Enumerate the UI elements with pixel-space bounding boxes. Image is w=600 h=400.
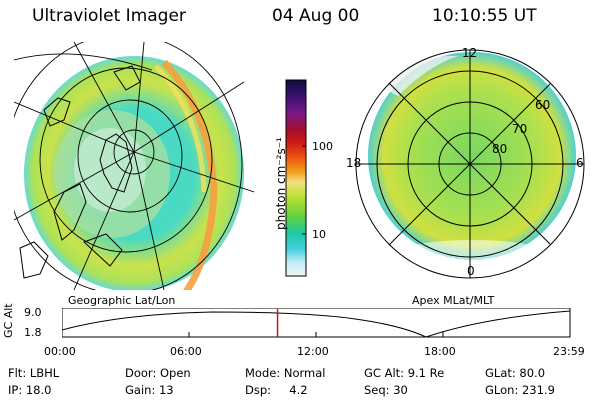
mlat-label-70: 70: [512, 122, 528, 136]
info-glon: GLon: 231.9: [485, 383, 555, 397]
info-seq: Seq: 30: [364, 383, 408, 397]
instrument-title: Ultraviolet Imager: [32, 6, 186, 26]
timeline-ytick-low: 1.8: [24, 326, 42, 339]
mlat-label-80: 80: [492, 142, 508, 156]
timeline-xtick-1200: 12:00: [297, 345, 329, 358]
mlt-label-0: 0: [467, 264, 475, 278]
colorbar-tick-100: 100: [312, 140, 333, 153]
timeline-xtick-2359: 23:59: [553, 345, 585, 358]
info-glat: GLat: 80.0: [485, 366, 546, 380]
mlt-label-12: 12: [462, 46, 478, 60]
info-mode: Mode: Normal: [245, 366, 326, 380]
mlat-label-60: 60: [535, 98, 551, 112]
mlt-label-18: 18: [346, 156, 362, 170]
geographic-panel-label: Geographic Lat/Lon: [68, 294, 176, 307]
colorbar: [285, 79, 307, 277]
info-gain: Gain: 13: [125, 383, 174, 397]
colorbar-tick-10: 10: [312, 228, 326, 241]
polar-image: [355, 49, 585, 279]
observation-time: 10:10:55 UT: [432, 6, 537, 26]
timeline-ylabel: GC Alt: [2, 303, 15, 338]
info-gc-alt: GC Alt: 9.1 Re: [364, 366, 445, 380]
geographic-image: [14, 42, 254, 290]
colorbar-label: photon cm⁻²s⁻¹: [274, 137, 288, 230]
timeline-xtick-0000: 00:00: [44, 345, 76, 358]
info-door: Door: Open: [125, 366, 191, 380]
polar-panel-label: Apex MLat/MLT: [412, 294, 495, 307]
timeline-ytick-high: 9.0: [24, 306, 42, 319]
timeline-plot: [62, 308, 571, 338]
info-filter: Flt: LBHL: [8, 366, 60, 380]
timeline-xtick-1800: 18:00: [424, 345, 456, 358]
observation-date: 04 Aug 00: [272, 6, 360, 26]
info-ip: IP: 18.0: [8, 383, 52, 397]
mlt-label-6: 6: [576, 156, 584, 170]
info-dsp: Dsp: 4.2: [245, 383, 308, 397]
timeline-xtick-0600: 06:00: [170, 345, 202, 358]
